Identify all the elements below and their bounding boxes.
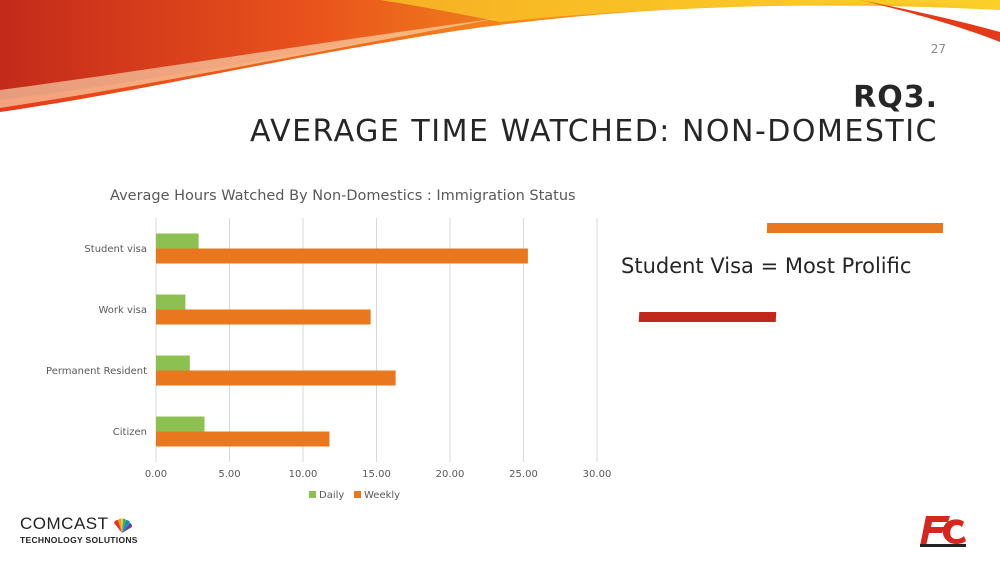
x-tick-label: 0.00 — [145, 469, 167, 480]
chart-title: Average Hours Watched By Non-Domestics :… — [110, 188, 576, 204]
x-tick-label: 20.00 — [436, 469, 465, 480]
legend-label-daily: Daily — [319, 490, 344, 501]
legend-swatch-weekly — [354, 491, 361, 498]
legend-label-weekly: Weekly — [364, 490, 400, 501]
bar-weekly — [156, 248, 528, 264]
x-tick-label: 10.00 — [289, 469, 318, 480]
bar-weekly — [156, 431, 330, 447]
bar-daily — [156, 233, 199, 249]
y-category-label: Student visa — [84, 244, 147, 255]
orange-accent-bar — [766, 223, 944, 233]
x-tick-label: 5.00 — [218, 469, 240, 480]
x-tick-label: 25.00 — [509, 469, 538, 480]
x-tick-label: 15.00 — [362, 469, 391, 480]
bar-daily — [156, 294, 186, 310]
bar-weekly — [156, 309, 371, 325]
y-category-label: Citizen — [113, 427, 147, 438]
comcast-subtitle: TECHNOLOGY SOLUTIONS — [20, 535, 138, 545]
bar-daily — [156, 355, 190, 371]
y-category-label: Permanent Resident — [46, 366, 147, 377]
slide-title: RQ3. — [853, 80, 938, 115]
red-accent-bar — [638, 312, 777, 322]
callout-text: Student Visa = Most Prolific — [621, 254, 912, 278]
slide-number: 27 — [930, 42, 946, 56]
peacock-icon — [113, 518, 132, 533]
x-tick-label: 30.00 — [583, 469, 612, 480]
comcast-wordmark: COMCAST — [20, 514, 109, 533]
legend-swatch-daily — [309, 491, 316, 498]
y-category-label: Work visa — [98, 305, 147, 316]
fc-logo-icon — [920, 516, 966, 547]
header-swoosh — [0, 0, 1000, 112]
slide-subtitle: AVERAGE TIME WATCHED: NON-DOMESTIC — [249, 114, 938, 149]
bar-weekly — [156, 370, 396, 386]
bar-daily — [156, 416, 205, 432]
comcast-logo: COMCAST TECHNOLOGY SOLUTIONS — [20, 514, 138, 545]
